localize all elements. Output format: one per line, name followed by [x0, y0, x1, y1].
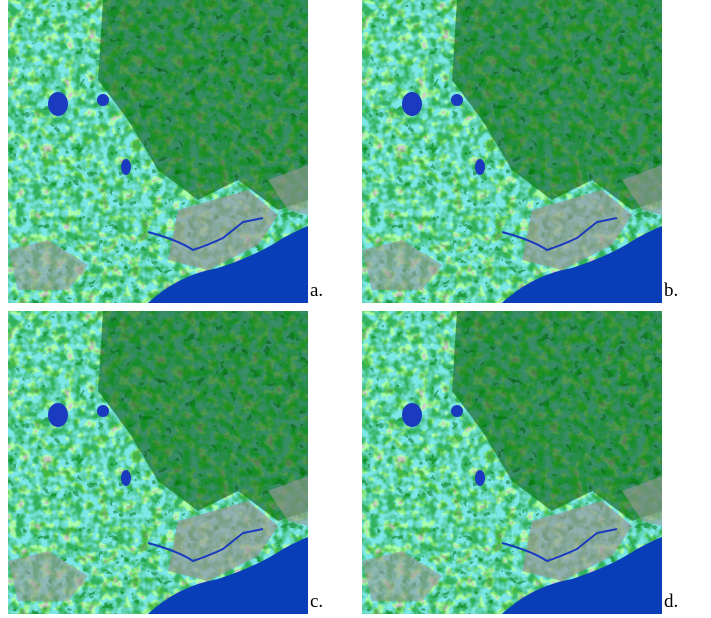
panel-label: d. [664, 591, 678, 612]
panel-label: b. [664, 280, 678, 301]
map-image [8, 0, 308, 303]
panel-label: c. [310, 591, 323, 612]
map-image [8, 311, 308, 614]
map-image [362, 0, 662, 303]
panel-label: a. [310, 280, 323, 301]
figure: a. b. c. d. [0, 0, 711, 618]
map-image [362, 311, 662, 614]
page: {"panels": [{"label": "a."}, {"label": "… [0, 0, 711, 618]
